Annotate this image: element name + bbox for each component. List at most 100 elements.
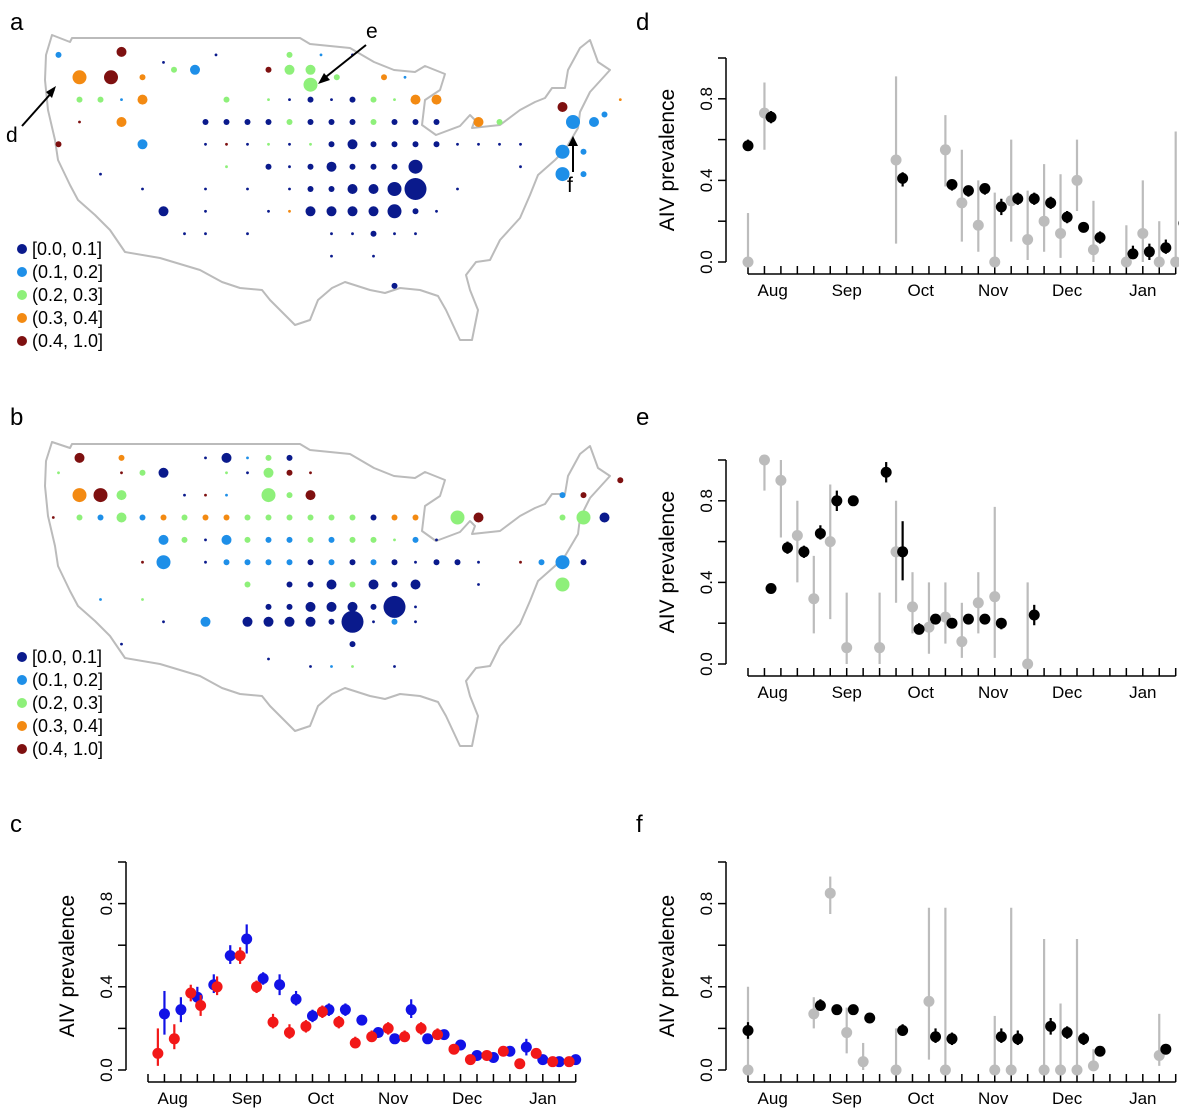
map-point xyxy=(328,141,335,148)
map-point xyxy=(454,559,461,566)
map-point xyxy=(330,232,333,236)
map-point xyxy=(473,117,484,127)
data-point xyxy=(923,621,935,633)
map-point xyxy=(383,595,406,618)
data-point xyxy=(1055,1064,1067,1076)
data-point xyxy=(382,1022,394,1034)
map-point xyxy=(225,471,228,475)
x-tick-label: Jan xyxy=(1129,1089,1156,1108)
data-point xyxy=(923,995,935,1007)
map-point xyxy=(204,538,207,542)
plot-c: 0.0 0.4 0.8 AIV prevalence Aug Sep Oct Nov Dec Ja… xyxy=(56,861,582,1108)
map-point xyxy=(181,514,188,521)
map-point xyxy=(244,514,251,521)
data-point xyxy=(1005,1064,1017,1076)
map-point xyxy=(267,98,270,101)
map-point xyxy=(559,492,566,499)
data-point xyxy=(1061,1027,1073,1039)
map-point xyxy=(393,665,396,668)
map-point xyxy=(246,187,249,191)
data-point xyxy=(283,1027,295,1039)
map-point xyxy=(393,538,396,542)
map-point xyxy=(351,665,354,668)
map-point xyxy=(139,514,146,521)
y-tick-label: 0.8 xyxy=(697,489,716,513)
data-point xyxy=(742,1024,754,1036)
data-point xyxy=(422,1033,434,1045)
x-tick-label: Sep xyxy=(832,281,862,300)
map-point xyxy=(307,186,314,192)
map-point xyxy=(116,490,127,501)
map-point xyxy=(391,581,398,588)
map-point xyxy=(473,512,484,523)
map-point xyxy=(225,142,228,146)
map-point xyxy=(263,616,274,627)
map-point xyxy=(333,74,340,81)
data-point xyxy=(791,529,803,541)
map-point xyxy=(204,142,207,146)
map-point xyxy=(519,165,522,169)
map-point xyxy=(349,536,356,543)
data-point xyxy=(195,1000,207,1012)
map-point xyxy=(137,139,148,150)
map-point xyxy=(349,163,356,170)
map-point xyxy=(76,96,83,103)
data-point xyxy=(1087,1060,1099,1072)
data-point xyxy=(175,1004,187,1016)
arrow-d xyxy=(21,89,55,127)
x-tick-label: Dec xyxy=(1052,1089,1083,1108)
legend-b-swatch-1 xyxy=(17,675,27,685)
data-point xyxy=(995,1031,1007,1043)
map-point xyxy=(410,579,421,590)
y-axis-title: AIV prevalence xyxy=(656,89,679,231)
map-point xyxy=(370,163,377,170)
data-point xyxy=(290,993,302,1005)
x-tick-label: Aug xyxy=(758,1089,788,1108)
data-point xyxy=(1038,215,1050,227)
data-point xyxy=(1012,193,1024,205)
data-point xyxy=(1170,256,1179,268)
map-point xyxy=(580,559,587,566)
map-point xyxy=(267,657,270,661)
x-tick-label: Dec xyxy=(452,1089,483,1108)
map-point xyxy=(599,512,610,523)
legend-b-label-4: (0.4, 1.0] xyxy=(32,739,103,759)
data-point xyxy=(497,1045,509,1057)
data-point xyxy=(897,546,909,558)
map-point xyxy=(435,209,438,213)
y-tick-label: 0.0 xyxy=(697,652,716,676)
map-point xyxy=(137,94,148,105)
map-point xyxy=(162,620,165,624)
data-point xyxy=(995,617,1007,629)
map-point xyxy=(576,510,591,525)
map-point xyxy=(330,665,333,668)
map-point xyxy=(307,559,314,566)
map-point xyxy=(557,102,568,112)
data-point xyxy=(1038,1064,1050,1076)
data-point xyxy=(399,1031,411,1043)
map-point xyxy=(617,477,624,484)
data-point xyxy=(1045,197,1057,209)
map-point xyxy=(97,96,104,103)
y-tick-label: 0.4 xyxy=(97,975,116,999)
map-point xyxy=(265,603,272,610)
legend-b-swatch-3 xyxy=(17,721,27,731)
data-point xyxy=(448,1043,460,1055)
data-point xyxy=(1143,246,1155,258)
map-point xyxy=(387,204,402,219)
data-point xyxy=(1094,1045,1106,1057)
map-point xyxy=(265,163,272,170)
data-point xyxy=(857,1056,869,1068)
map-point xyxy=(305,64,316,75)
legend-b: [0.0, 0.1] (0.1, 0.2] (0.2, 0.3] (0.3, 0… xyxy=(17,647,103,759)
map-point xyxy=(368,579,379,590)
data-point xyxy=(274,979,286,991)
map-point xyxy=(330,98,333,101)
data-point xyxy=(907,601,918,613)
legend-b-label-3: (0.3, 0.4] xyxy=(32,716,103,736)
data-point xyxy=(897,1024,909,1036)
map-point xyxy=(158,467,169,478)
x-tick-label: Oct xyxy=(907,683,934,702)
legend-a-label-0: [0.0, 0.1] xyxy=(32,239,102,259)
